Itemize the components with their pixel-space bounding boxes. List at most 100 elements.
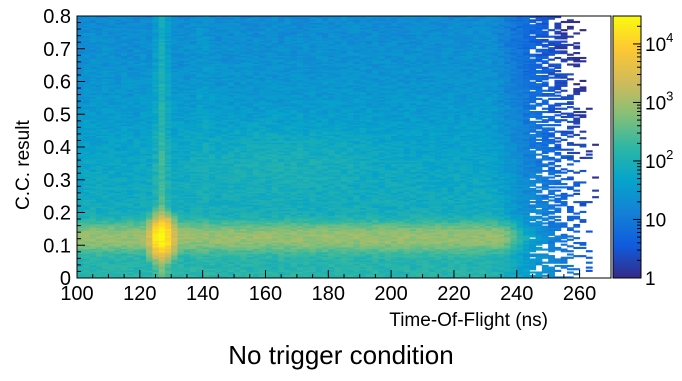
heatmap-cell: [171, 37, 179, 40]
heatmap-cell: [83, 119, 91, 122]
heatmap-cell: [183, 214, 191, 217]
heatmap-cell: [152, 196, 160, 199]
heatmap-cell: [215, 112, 222, 115]
heatmap-cell: [246, 112, 254, 115]
heatmap-cell: [114, 119, 122, 122]
heatmap-cell: [146, 130, 153, 133]
heatmap-cell: [89, 145, 97, 148]
heatmap-cell: [120, 19, 128, 22]
heatmap-cell: [227, 160, 235, 163]
heatmap-cell: [234, 125, 241, 128]
heatmap-cell: [120, 263, 128, 266]
heatmap-cell: [127, 17, 135, 20]
heatmap-cell: [133, 125, 141, 128]
heatmap-cell: [102, 178, 109, 181]
heatmap-cell: [102, 183, 109, 186]
heatmap-cell: [227, 132, 235, 135]
heatmap-cell: [177, 61, 185, 64]
heatmap-cell: [252, 202, 260, 205]
heatmap-cell: [183, 29, 191, 32]
heatmap-cell: [164, 104, 172, 107]
heatmap-cell: [265, 84, 273, 87]
heatmap-cell: [177, 81, 185, 84]
heatmap-cell: [77, 143, 84, 146]
heatmap-cell: [202, 32, 210, 35]
heatmap-cell: [202, 150, 210, 153]
heatmap-cell: [196, 83, 204, 86]
heatmap-cell: [259, 212, 266, 215]
heatmap-cell: [221, 81, 229, 84]
heatmap-cell: [152, 153, 160, 156]
heatmap-cell: [77, 160, 84, 163]
heatmap-cell: [196, 217, 204, 220]
heatmap-cell: [202, 133, 210, 137]
heatmap-cell: [95, 88, 103, 91]
heatmap-cell: [146, 220, 153, 223]
heatmap-cell: [271, 241, 279, 245]
heatmap-cell: [171, 223, 179, 227]
heatmap-cell: [227, 47, 235, 50]
heatmap-cell: [234, 214, 241, 217]
heatmap-cell: [183, 84, 191, 87]
heatmap-cell: [158, 78, 166, 81]
heatmap-cell: [158, 230, 166, 233]
heatmap-cell: [158, 187, 166, 191]
heatmap-cell: [202, 22, 210, 25]
heatmap-cell: [83, 127, 91, 130]
heatmap-cell: [240, 197, 248, 200]
heatmap-cell: [133, 181, 141, 184]
heatmap-cell: [171, 25, 179, 28]
heatmap-cell: [208, 169, 216, 173]
heatmap-cell: [183, 68, 191, 71]
heatmap-cell: [208, 155, 216, 158]
heatmap-cell: [171, 112, 179, 115]
heatmap-cell: [139, 114, 147, 117]
heatmap-cell: [77, 104, 84, 107]
heatmap-cell: [190, 261, 197, 264]
heatmap-cell: [221, 55, 229, 58]
heatmap-cell: [240, 273, 248, 276]
heatmap-cell: [190, 22, 197, 25]
heatmap-cell: [234, 255, 241, 258]
heatmap-cell: [190, 56, 197, 60]
heatmap-cell: [196, 20, 204, 24]
heatmap-cell: [133, 194, 141, 197]
heatmap-cell: [259, 86, 266, 89]
heatmap-cell: [127, 127, 135, 130]
heatmap-cell: [102, 61, 109, 64]
heatmap-cell: [196, 196, 204, 199]
heatmap-cell: [133, 30, 141, 33]
heatmap-cell: [215, 197, 222, 200]
heatmap-cell: [190, 140, 197, 143]
heatmap-cell: [246, 194, 254, 197]
heatmap-cell: [246, 65, 254, 68]
heatmap-cell: [240, 119, 248, 122]
heatmap-cell: [259, 268, 266, 271]
heatmap-cell: [234, 127, 241, 130]
heatmap-cell: [152, 115, 160, 119]
heatmap-cell: [271, 261, 279, 264]
heatmap-cell: [108, 128, 116, 132]
heatmap-cell: [234, 241, 241, 245]
heatmap-cell: [215, 151, 222, 155]
heatmap-cell: [190, 250, 197, 253]
heatmap-cell: [146, 269, 153, 272]
heatmap-cell: [120, 256, 128, 259]
heatmap-cell: [252, 184, 260, 187]
heatmap-cell: [202, 115, 210, 119]
heatmap-cell: [202, 222, 210, 225]
heatmap-cell: [190, 165, 197, 168]
heatmap-cell: [234, 97, 241, 101]
heatmap-cell: [139, 237, 147, 240]
heatmap-cell: [152, 194, 160, 197]
heatmap-cell: [215, 130, 222, 133]
heatmap-cell: [89, 271, 97, 274]
heatmap-cell: [240, 20, 248, 24]
heatmap-cell: [171, 78, 179, 81]
heatmap-cell: [265, 235, 273, 238]
heatmap-cell: [227, 232, 235, 235]
heatmap-cell: [108, 230, 116, 233]
heatmap-cell: [190, 60, 197, 63]
heatmap-cell: [139, 140, 147, 143]
heatmap-cell: [152, 68, 160, 71]
